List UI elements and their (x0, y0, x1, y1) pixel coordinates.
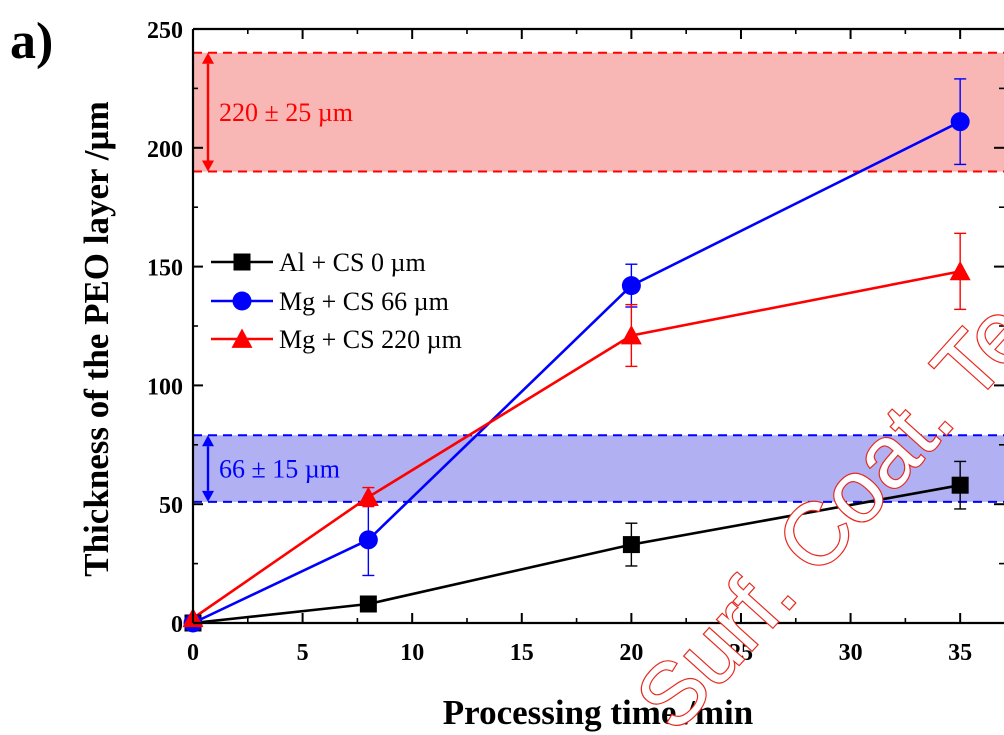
axes: 0 5 10 15 20 25 30 35 0 50 100 150 200 250 (147, 18, 1004, 666)
legend-label-0: Al + CS 0 µm (279, 248, 426, 277)
series-lines (192, 120, 961, 625)
legend-item-1: Mg + CS 66 µm (211, 287, 449, 316)
series-markers (182, 112, 971, 633)
y-tick-label-4: 200 (147, 137, 183, 163)
band-arrow-head-down-0 (202, 160, 214, 172)
marker-2-3 (949, 260, 971, 281)
marker-2-1 (357, 486, 379, 506)
x-tick-label-1: 5 (297, 640, 309, 666)
marker-2-2 (620, 325, 642, 345)
band-arrow-head-up-1 (202, 435, 214, 447)
x-tick-label-3: 15 (510, 640, 534, 666)
band-label-0: 220 ± 25 µm (219, 98, 353, 127)
y-tick-label-0: 0 (171, 612, 183, 638)
x-tick-label-6: 30 (839, 640, 863, 666)
marker-1-3 (950, 112, 970, 132)
legend: Al + CS 0 µm Mg + CS 66 µm Mg + CS 220 µm (211, 248, 462, 354)
y-tick-label-1: 50 (159, 493, 183, 519)
marker-1-2 (621, 276, 641, 296)
marker-0-1 (359, 595, 377, 613)
y-tick-label-5: 250 (147, 18, 183, 44)
x-axis-title: Processing time /min (443, 693, 753, 732)
legend-item-0: Al + CS 0 µm (211, 248, 426, 277)
series-line-0 (192, 483, 961, 625)
band-arrow-head-down-1 (202, 490, 214, 502)
legend-label-2: Mg + CS 220 µm (279, 325, 462, 354)
band-fill-0 (193, 52, 1004, 172)
y-tick-label-3: 150 (147, 256, 183, 282)
x-tick-label-4: 20 (619, 640, 643, 666)
panel-label: a) (10, 13, 53, 70)
y-axis-title: Thickness of the PEO layer /µm (77, 101, 116, 577)
legend-marker-0 (233, 253, 251, 271)
x-tick-label-2: 10 (400, 640, 424, 666)
marker-0-3 (951, 476, 969, 494)
band-fill-1 (193, 435, 1004, 502)
legend-marker-2 (231, 328, 253, 348)
x-tick-label-5: 25 (729, 640, 753, 666)
series-line-1 (192, 120, 961, 625)
legend-marker-1 (232, 291, 252, 311)
band-label-1: 66 ± 15 µm (219, 455, 340, 484)
y-tick-label-2: 100 (147, 374, 183, 400)
reference-bands: 220 ± 25 µm 66 ± 15 µm (193, 51, 1004, 503)
x-tick-label-7: 35 (948, 640, 972, 666)
legend-label-1: Mg + CS 66 µm (279, 287, 449, 316)
marker-1-1 (358, 530, 378, 550)
legend-item-2: Mg + CS 220 µm (211, 325, 462, 354)
series-line-2 (192, 270, 961, 620)
marker-0-2 (622, 536, 640, 554)
band-arrow-head-up-0 (202, 52, 214, 64)
x-tick-label-0: 0 (187, 640, 199, 666)
